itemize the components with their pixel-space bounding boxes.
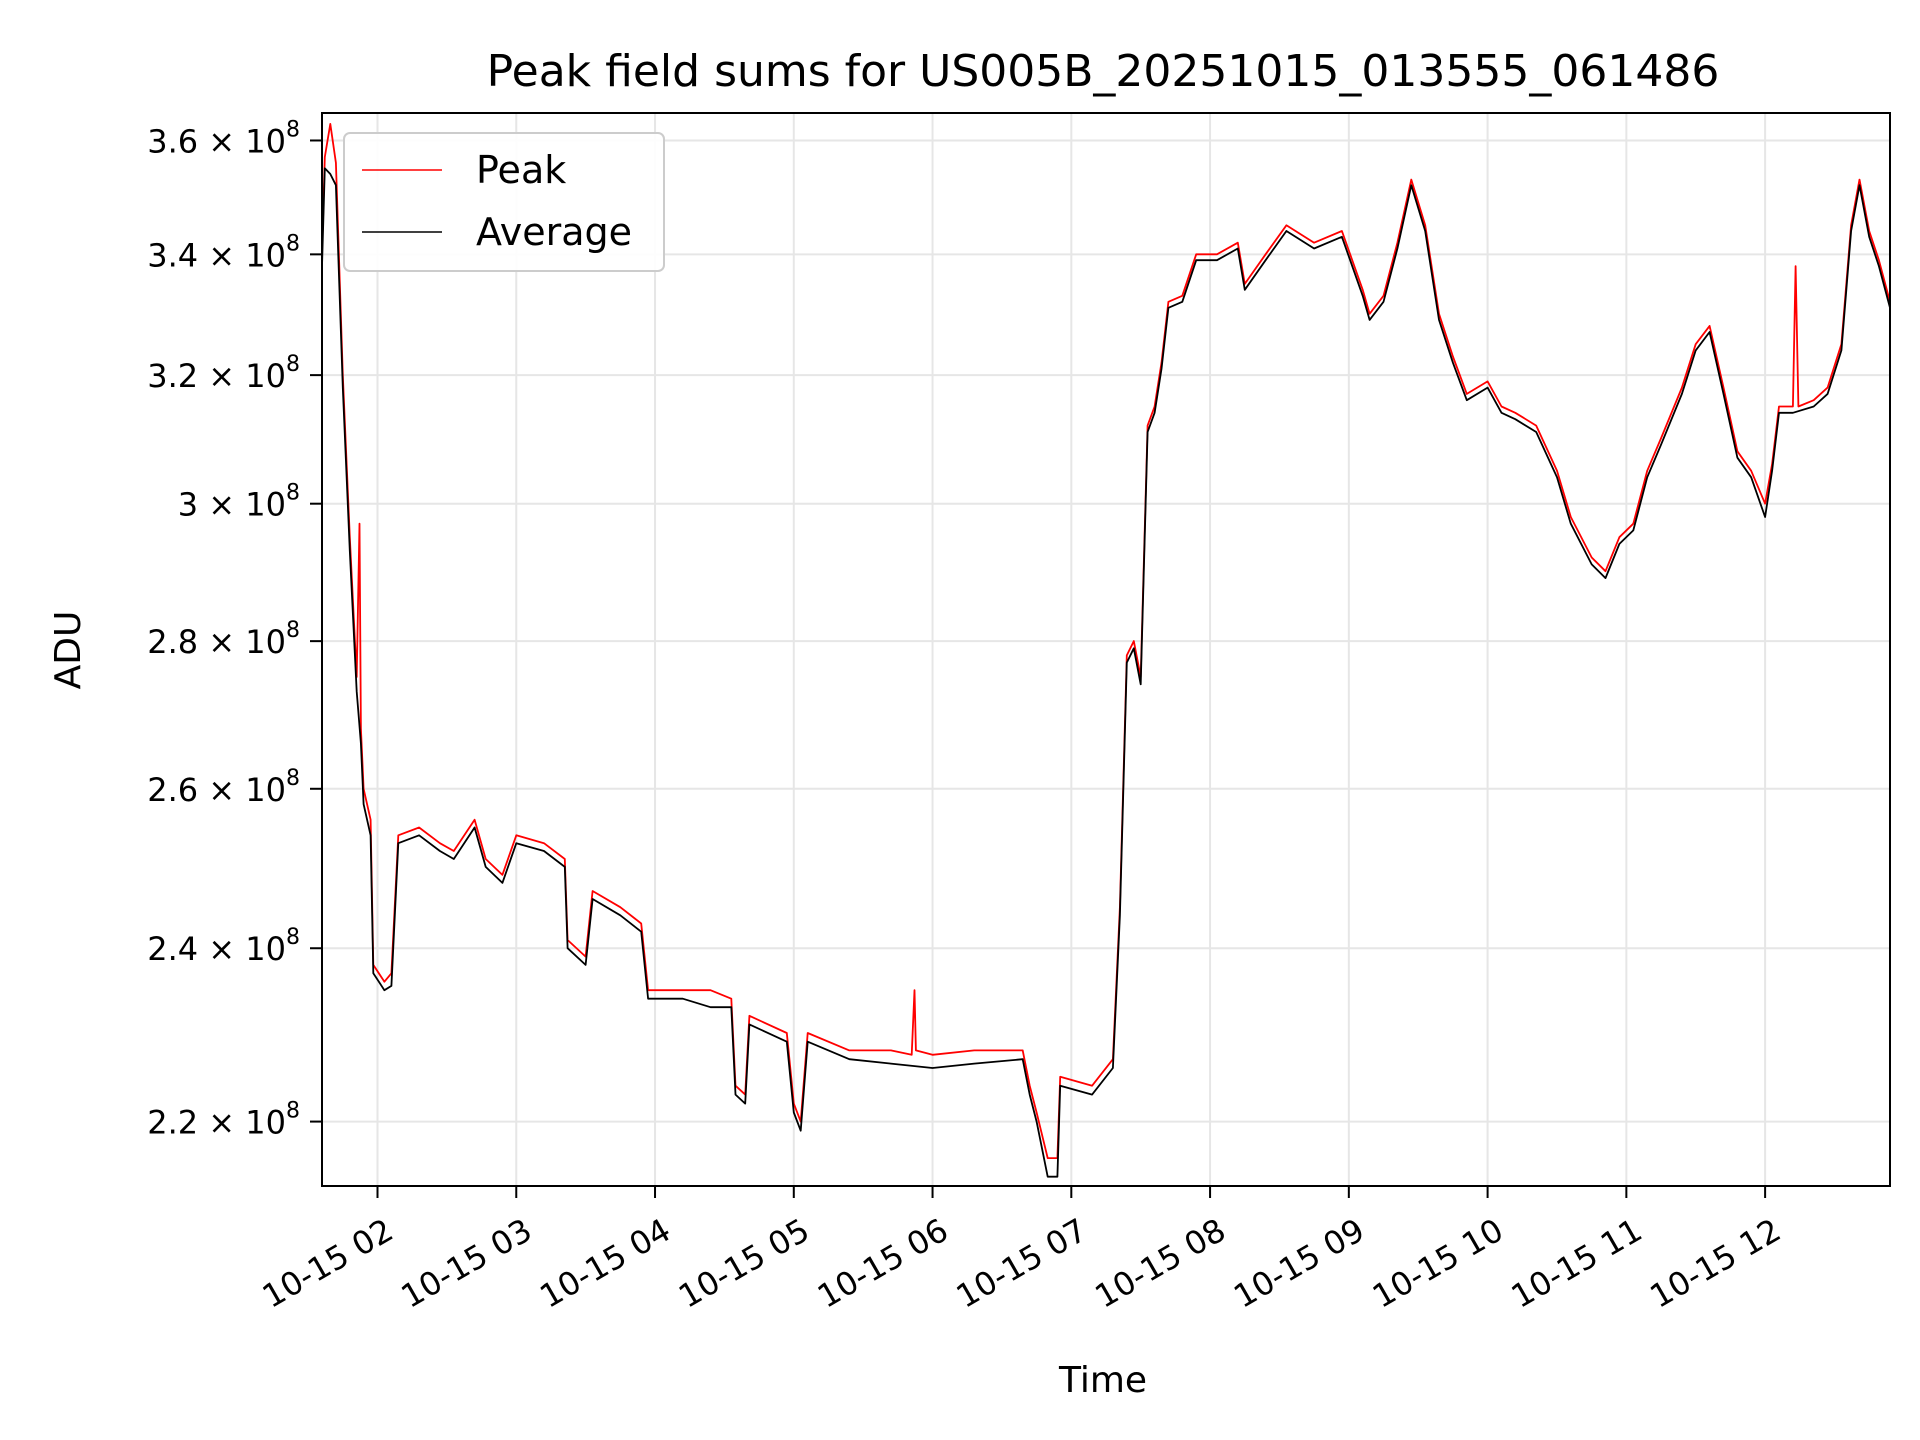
y-tick-base: 3 × 10 (178, 486, 286, 524)
y-tick-exponent: 8 (286, 925, 300, 950)
y-tick-label: 2.6 × 108 (147, 766, 300, 809)
y-tick-base: 3.6 × 10 (147, 122, 286, 160)
y-axis-label: ADU (48, 611, 89, 690)
y-tick-base: 2.2 × 10 (147, 1104, 286, 1142)
y-tick-exponent: 8 (286, 766, 300, 791)
y-tick-exponent: 8 (286, 1099, 300, 1124)
x-axis-label: Time (1058, 1360, 1147, 1401)
plot-frame (321, 112, 1891, 1187)
y-tick-exponent: 8 (286, 117, 300, 142)
y-tick-label: 2.8 × 108 (147, 618, 300, 661)
y-tick-exponent: 8 (286, 618, 300, 643)
y-tick-exponent: 8 (286, 231, 300, 256)
y-tick-exponent: 8 (286, 481, 300, 506)
y-tick-base: 3.4 × 10 (147, 236, 286, 274)
legend: Peak Average (343, 132, 665, 272)
y-tick-base: 2.6 × 10 (147, 771, 286, 809)
y-tick-base: 2.8 × 10 (147, 623, 286, 661)
legend-box (343, 132, 665, 272)
y-tick-label: 3.4 × 108 (147, 231, 300, 274)
series-line-average (322, 167, 1890, 1178)
series-lines (322, 123, 1890, 1178)
legend-label-peak: Peak (476, 148, 566, 192)
y-tick-base: 3.2 × 10 (147, 357, 286, 395)
series-line-peak (322, 123, 1890, 1159)
legend-label-average: Average (476, 210, 632, 254)
y-tick-label: 2.4 × 108 (147, 925, 300, 968)
y-tick-label: 3 × 108 (178, 481, 300, 524)
y-tick-label: 3.2 × 108 (147, 352, 300, 395)
y-tick-base: 2.4 × 10 (147, 930, 286, 968)
grid (322, 113, 1890, 1186)
chart-title: Peak field sums for US005B_20251015_0135… (487, 46, 1720, 97)
y-tick-exponent: 8 (286, 352, 300, 377)
y-tick-label: 2.2 × 108 (147, 1099, 300, 1142)
y-tick-label: 3.6 × 108 (147, 117, 300, 160)
